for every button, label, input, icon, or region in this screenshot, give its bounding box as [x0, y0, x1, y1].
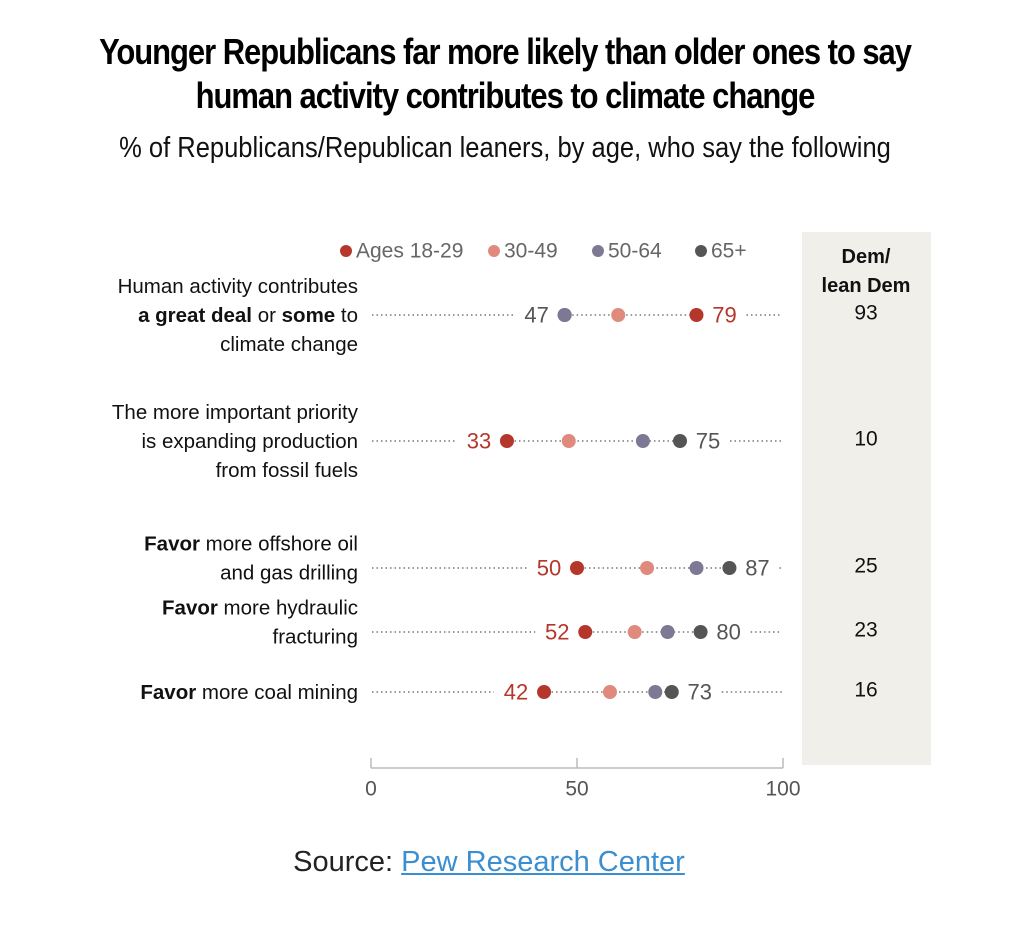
- category-label-line: climate change: [220, 333, 358, 356]
- category-label-text: Human activity contributes: [118, 275, 358, 298]
- source-prefix: Source:: [293, 846, 402, 878]
- dem-value: 93: [854, 302, 877, 325]
- dot-30-49: [602, 685, 617, 699]
- dem-value: 25: [854, 555, 877, 578]
- dot-30-49: [611, 308, 626, 322]
- source-line: Source: Pew Research Center: [0, 846, 978, 879]
- dot-ages-18-29: [499, 434, 514, 448]
- dot-ages-18-29: [689, 308, 704, 322]
- dem-column-header-line: lean Dem: [822, 275, 911, 297]
- category-label-text: from fossil fuels: [216, 459, 358, 482]
- category-label-text: and gas drilling: [220, 561, 358, 584]
- x-tick-label: 0: [365, 778, 377, 801]
- category-label-bold: a great deal: [138, 304, 252, 327]
- dem-column-background: [802, 232, 931, 765]
- category-label-line: Favor more hydraulic: [162, 596, 358, 619]
- legend-marker: [695, 245, 707, 257]
- dot-30-49: [627, 625, 642, 639]
- category-label-line: The more important priority: [112, 401, 359, 424]
- dem-value: 10: [854, 428, 877, 451]
- value-label-high: 80: [716, 620, 740, 645]
- dot-65-: [722, 561, 737, 575]
- dot-65-: [693, 625, 708, 639]
- dot-ages-18-29: [578, 625, 593, 639]
- value-label-low: 33: [467, 429, 491, 454]
- category-label-text: more coal mining: [196, 681, 358, 704]
- dem-column-header-line: Dem/: [842, 246, 891, 268]
- category-label-line: and gas drilling: [220, 561, 358, 584]
- category-label-text: to: [335, 304, 358, 327]
- dot-50-64: [635, 434, 650, 448]
- legend-label: 30-49: [504, 240, 558, 263]
- category-label-line: Favor more offshore oil: [144, 532, 358, 555]
- legend-marker: [488, 245, 500, 257]
- dot-65-: [664, 685, 679, 699]
- x-tick-label: 50: [565, 778, 588, 801]
- value-label-low: 42: [504, 680, 528, 705]
- legend-marker: [592, 245, 604, 257]
- category-label-line: is expanding production: [141, 430, 358, 453]
- value-label-high: 87: [745, 556, 769, 581]
- source-link[interactable]: Pew Research Center: [401, 846, 685, 878]
- value-label-low: 50: [537, 556, 561, 581]
- value-label-high: 75: [696, 429, 720, 454]
- chart-title: Younger Republicans far more likely than…: [71, 30, 940, 118]
- value-label-high: 79: [712, 303, 736, 328]
- category-label-line: fracturing: [273, 625, 358, 648]
- dot-65-: [673, 434, 687, 448]
- category-label-bold: Favor: [140, 681, 196, 704]
- category-label-text: fracturing: [273, 625, 358, 648]
- dot-50-64: [660, 625, 675, 639]
- category-label-text: The more important priority: [112, 401, 359, 424]
- value-label-low: 47: [524, 303, 548, 328]
- category-label-text: or: [252, 304, 282, 327]
- title-line-2: human activity contributes to climate ch…: [195, 75, 816, 116]
- category-label-line: Human activity contributes: [118, 275, 358, 298]
- category-label-text: is expanding production: [141, 430, 358, 453]
- dot-30-49: [561, 434, 576, 448]
- dot-30-49: [640, 561, 655, 575]
- category-label-bold: Favor: [144, 532, 200, 555]
- dot-50-64: [689, 561, 704, 575]
- dem-value: 16: [854, 679, 877, 702]
- category-label-line: from fossil fuels: [216, 459, 358, 482]
- legend-label: Ages 18-29: [356, 240, 463, 263]
- category-label-text: climate change: [220, 333, 358, 356]
- title-line-1: Younger Republicans far more likely than…: [99, 31, 912, 72]
- value-label-low: 52: [545, 620, 569, 645]
- legend-marker: [340, 245, 352, 257]
- chart-subtitle: % of Republicans/Republican leaners, by …: [119, 132, 891, 164]
- category-label-line: a great deal or some to: [138, 304, 358, 327]
- category-label-text: more offshore oil: [200, 532, 358, 555]
- legend-label: 65+: [711, 240, 747, 263]
- category-label-bold: some: [282, 304, 336, 327]
- value-label-high: 73: [688, 680, 712, 705]
- dot-ages-18-29: [537, 685, 552, 699]
- category-label-text: more hydraulic: [218, 596, 358, 619]
- category-label-line: Favor more coal mining: [140, 681, 358, 704]
- x-tick-label: 100: [765, 778, 800, 801]
- dot-ages-18-29: [570, 561, 584, 575]
- category-label-bold: Favor: [162, 596, 218, 619]
- dot-50-64: [557, 308, 572, 322]
- legend-label: 50-64: [608, 240, 662, 263]
- dot-50-64: [648, 685, 663, 699]
- dem-value: 23: [854, 619, 877, 642]
